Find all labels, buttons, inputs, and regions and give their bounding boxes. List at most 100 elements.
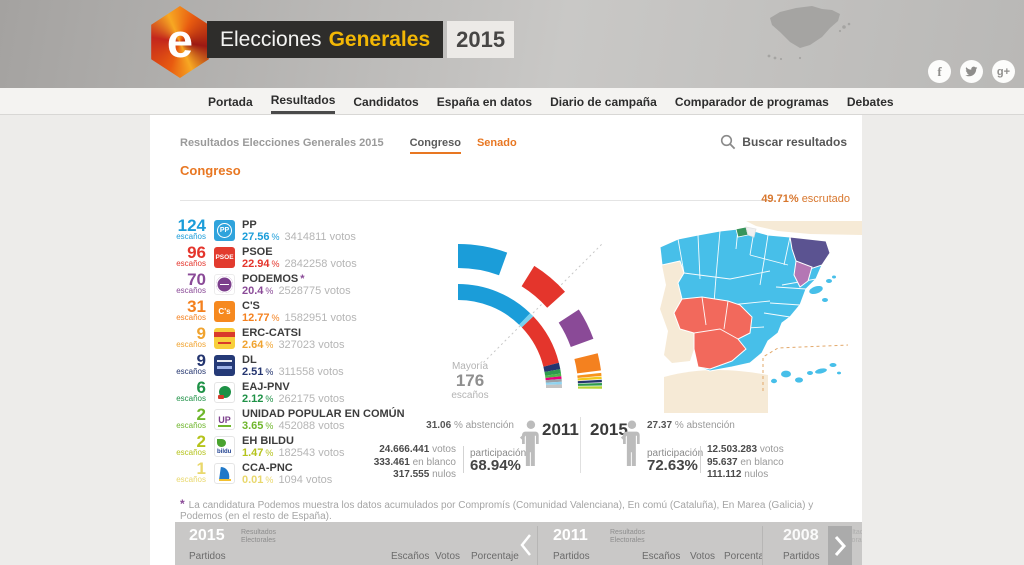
carousel-panel-2011: 2011 Resultados Electorales Partidos Esca…	[537, 522, 762, 565]
party-row-cs[interactable]: 31 escaños C's C'S 12.77% 1582951 votos	[176, 297, 357, 324]
tab-senado[interactable]: Senado	[476, 137, 517, 149]
party-row-podemos[interactable]: 70 escaños PODEMOS * 20.4% 2528775 votos	[176, 270, 351, 297]
party-row-ehbildu[interactable]: 2 escaños bildu EH BILDU 1.47% 182543 vot…	[176, 432, 345, 459]
brand-title-bar: Elecciones Generales	[207, 21, 444, 58]
divider	[463, 446, 464, 473]
google-plus-icon[interactable]: g+	[992, 60, 1015, 83]
scrutiny-progress-line	[180, 200, 774, 201]
nav-item-debates[interactable]: Debates	[846, 94, 894, 109]
party-name: PP	[242, 219, 257, 231]
nav-item-candidatos[interactable]: Candidatos	[353, 94, 419, 109]
abstention-2011: 31.06 % abstención	[426, 420, 514, 431]
col-porcentaje: Porcentaje	[724, 551, 762, 562]
party-seats-label: escaños	[176, 232, 206, 241]
facebook-icon[interactable]: f	[928, 60, 951, 83]
party-name: C'S	[242, 300, 260, 312]
page-title: Congreso	[180, 163, 241, 178]
col-partidos: Partidos	[189, 551, 226, 562]
hemicycle-chart: Mayoría 176 escaños	[433, 223, 653, 418]
party-votes: 2842258 votos	[284, 258, 357, 270]
panel-year: 2008	[783, 527, 819, 544]
pp-logo-icon: PP	[214, 220, 235, 241]
party-seats: 2	[196, 432, 206, 451]
nav-item-diario-de-campana[interactable]: Diario de campaña	[550, 94, 657, 109]
party-seats: 96	[187, 243, 206, 262]
party-name: DL	[242, 354, 257, 366]
party-pct: 22.94	[242, 258, 270, 270]
unidad-popular-logo-icon: UP	[214, 409, 235, 430]
twitter-icon[interactable]	[960, 60, 983, 83]
elections-logo-icon[interactable]: e	[151, 6, 209, 78]
party-row-pnv[interactable]: 6 escaños EAJ-PNV 2.12% 262175 votos	[176, 378, 345, 405]
party-seats-label: escaños	[176, 448, 206, 457]
podemos-logo-icon	[214, 274, 235, 295]
party-row-unidad-popular[interactable]: 2 escaños UP UNIDAD POPULAR EN COMÚN 3.6…	[176, 405, 405, 432]
party-seats-label: escaños	[176, 475, 206, 484]
breadcrumb: Resultados Elecciones Generales 2015 Con…	[180, 137, 533, 154]
nav-item-portada[interactable]: Portada	[208, 94, 253, 109]
logo-letter: e	[166, 14, 194, 67]
brand-title: Elecciones Generales 2015	[207, 21, 515, 58]
podemos-footnote-mark: *	[300, 273, 305, 285]
party-seats: 70	[187, 270, 206, 289]
majority-threshold-label: Mayoría 176 escaños	[441, 361, 499, 401]
scrutiny-label: escrutado	[801, 193, 850, 205]
col-votos: Votos	[435, 551, 461, 562]
party-row-erc[interactable]: 9 escaños ERC-CATSI 2.64% 327023 votos	[176, 324, 345, 351]
nav-item-espana-en-datos[interactable]: España en datos	[436, 94, 533, 109]
dl-logo-icon	[214, 355, 235, 376]
person-icon	[519, 420, 539, 466]
party-votes: 1582951 votos	[284, 312, 357, 324]
party-votes: 3414811 votos	[284, 231, 356, 243]
carousel-next-button[interactable]	[828, 526, 852, 565]
party-votes: 311558 votos	[278, 366, 344, 378]
party-row-dl[interactable]: 9 escaños DL 2.51% 311558 votos	[176, 351, 344, 378]
party-pct: 2.51	[242, 366, 264, 378]
nav-item-comparador[interactable]: Comparador de programas	[674, 94, 829, 109]
divider	[700, 446, 701, 473]
party-votes: 452088 votos	[278, 420, 345, 432]
party-seats-label: escaños	[176, 340, 206, 349]
col-partidos: Partidos	[553, 551, 590, 562]
breadcrumb-root: Resultados Elecciones Generales 2015	[180, 137, 384, 149]
scrutiny-value: 49.71%	[761, 193, 799, 205]
col-escanos: Escaños	[642, 551, 681, 562]
spain-results-map[interactable]	[650, 221, 862, 413]
year-2015: 2015	[590, 420, 628, 439]
party-name: PSOE	[242, 246, 273, 258]
party-votes: 182543 votos	[278, 447, 345, 459]
ehbildu-logo-icon: bildu	[214, 436, 235, 457]
search-label: Buscar resultados	[742, 135, 847, 149]
party-seats-label: escaños	[176, 313, 206, 322]
party-row-cca[interactable]: 1 escaños CCA-PNC 0.01% 1094 votos	[176, 459, 333, 486]
party-pct: 27.56	[242, 231, 270, 243]
divider	[580, 417, 581, 473]
podemos-footnote: * La candidatura Podemos muestra los dato…	[180, 497, 814, 522]
brand-word-elecciones: Elecciones	[220, 27, 322, 51]
erc-logo-icon	[214, 328, 235, 349]
party-pct: 0.01	[242, 474, 264, 486]
votes-detail-2011: 24.666.441 votos 333.461 en blanco 317.5…	[373, 444, 456, 480]
person-icon	[620, 420, 640, 466]
tab-congreso[interactable]: Congreso	[409, 137, 461, 154]
party-votes: 327023 votos	[278, 339, 345, 351]
pnv-logo-icon	[214, 382, 235, 403]
party-seats: 124	[177, 216, 206, 235]
carousel-prev-icon[interactable]	[519, 533, 533, 557]
party-name: EH BILDU	[242, 435, 294, 447]
party-seats: 31	[187, 297, 206, 316]
party-seats: 1	[196, 459, 206, 478]
party-name: EAJ-PNV	[242, 381, 290, 393]
party-row-psoe[interactable]: 96 escaños PSOE PSOE 22.94% 2842258 votos	[176, 243, 357, 270]
col-escanos: Escaños	[391, 551, 430, 562]
party-row-pp[interactable]: 124 escaños PP PP 27.56% 3414811 votos	[176, 216, 356, 243]
party-seats-label: escaños	[176, 421, 206, 430]
nav-item-resultados[interactable]: Resultados	[270, 88, 336, 114]
party-seats-label: escaños	[176, 286, 206, 295]
search-results[interactable]: Buscar resultados	[720, 134, 847, 150]
col-partidos: Partidos	[783, 551, 820, 562]
party-pct: 20.4	[242, 285, 264, 297]
main-nav: Portada Resultados Candidatos España en …	[0, 88, 1024, 115]
